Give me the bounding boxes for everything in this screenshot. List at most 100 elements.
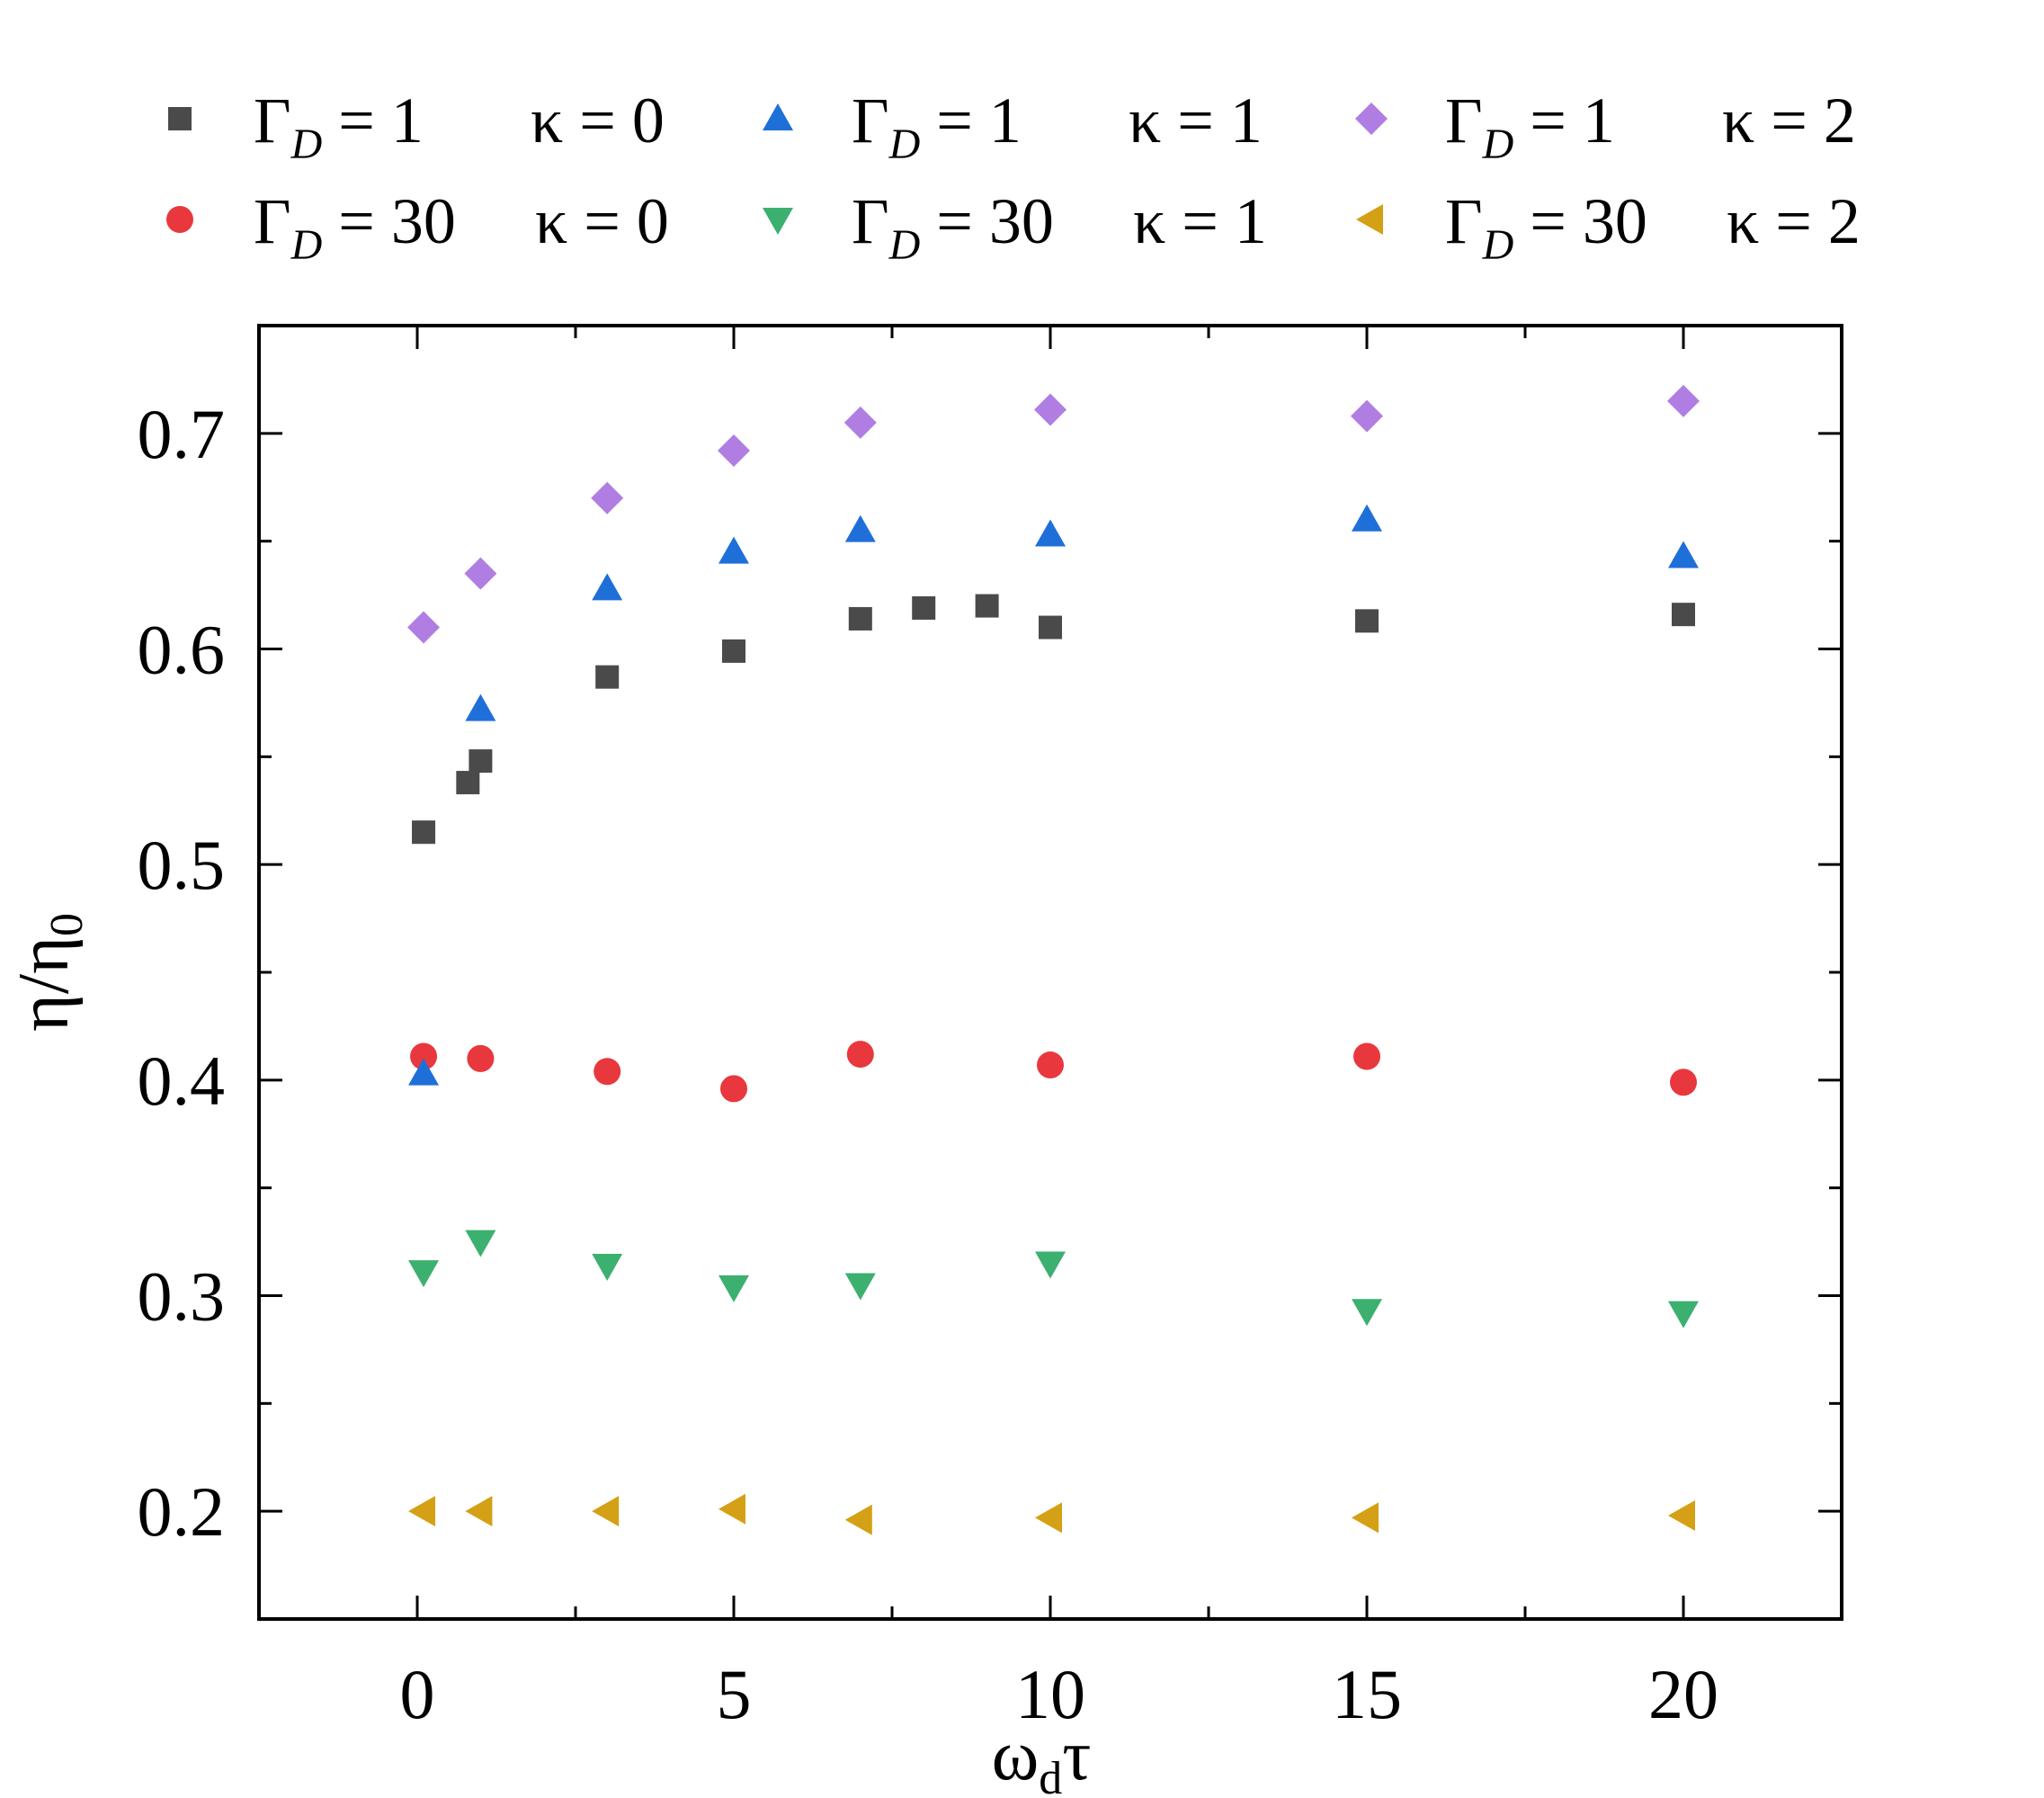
data-point [408, 1058, 440, 1086]
data-point [1035, 1502, 1062, 1534]
legend-marker [168, 107, 192, 130]
data-point [844, 1504, 872, 1535]
data-point [975, 594, 999, 618]
legend-marker [166, 206, 193, 233]
series-5 [408, 1493, 1695, 1535]
data-point [719, 1493, 745, 1525]
data-point [1668, 1499, 1695, 1531]
plot-area [257, 324, 1843, 1621]
x-tick-label: 20 [1648, 1655, 1718, 1733]
data-point [1353, 1042, 1380, 1070]
data-point [1352, 504, 1382, 532]
data-point [465, 693, 496, 721]
series-1 [410, 1041, 1697, 1103]
data-point [592, 1496, 620, 1527]
legend-item: ΓD = 30 κ = 0 [166, 185, 669, 269]
data-point [408, 1496, 436, 1527]
data-point [1668, 1301, 1699, 1328]
data-point [465, 1496, 493, 1527]
legend-item: ΓD = 30 κ = 1 [763, 185, 1267, 269]
data-point [848, 606, 872, 631]
data-point [594, 1058, 621, 1086]
data-point [844, 514, 876, 542]
data-point [1672, 603, 1695, 627]
series-0 [412, 594, 1695, 845]
data-point [412, 820, 436, 845]
data-point [1352, 1502, 1379, 1534]
legend-kappa: κ = 1 [1133, 185, 1267, 257]
legend-label: ΓD = 30 [254, 185, 456, 269]
y-tick-label: 0.3 [138, 1257, 226, 1336]
x-axis: 0 5 10 15 20 [400, 326, 1718, 1733]
data-point [912, 595, 936, 620]
y-tick-label: 0.6 [138, 611, 226, 689]
data-point [720, 1075, 747, 1103]
legend-label: ΓD = 1 [1445, 85, 1615, 168]
data-point [469, 749, 493, 774]
data-point [467, 1044, 495, 1072]
data-point [410, 1042, 438, 1070]
x-tick-label: 15 [1332, 1655, 1402, 1733]
legend-item: ΓD = 1 κ = 1 [763, 85, 1263, 168]
data-point [1670, 1069, 1697, 1096]
data-point [1667, 384, 1700, 417]
series-2 [408, 504, 1699, 1086]
legend-label: ΓD = 1 [852, 85, 1022, 168]
legend-marker [763, 208, 793, 235]
legend-item: ΓD = 1 κ = 0 [168, 85, 665, 168]
data-point [464, 557, 497, 590]
y-tick-label: 0.4 [138, 1042, 226, 1120]
legend-kappa: κ = 0 [535, 185, 669, 257]
data-point [1035, 519, 1066, 547]
x-tick-label: 10 [1015, 1655, 1085, 1733]
data-point [1035, 1251, 1066, 1279]
data-point [408, 1260, 440, 1288]
series-4 [407, 384, 1700, 644]
data-point [595, 665, 620, 689]
data-point [1351, 399, 1383, 433]
legend-kappa: κ = 2 [1727, 185, 1861, 257]
data-point [846, 1041, 874, 1069]
y-axis-label: η/η0 [4, 913, 93, 1032]
y-tick-label: 0.5 [138, 826, 226, 904]
legend-item: ΓD = 1 κ = 2 [1355, 85, 1856, 168]
data-point [1355, 609, 1379, 633]
x-tick-label: 5 [717, 1655, 752, 1733]
series-3 [408, 1230, 1699, 1328]
data-point [1034, 393, 1067, 426]
x-axis-label: ωdτ [992, 1716, 1092, 1798]
x-tick-label: 0 [400, 1655, 435, 1733]
legend-label: ΓD = 30 [1445, 185, 1647, 269]
legend-marker [1355, 103, 1388, 135]
data-point [1039, 615, 1062, 640]
axis-labels: ωdτ η/η0 [4, 913, 1091, 1798]
data-point [844, 1273, 876, 1301]
data-point [1668, 541, 1699, 568]
data-point [719, 1275, 749, 1302]
data-point [591, 481, 624, 514]
legend-kappa: κ = 0 [531, 85, 665, 157]
legend-label: ΓD = 1 [254, 85, 424, 168]
data-point [722, 639, 745, 663]
y-axis: 0.2 0.3 0.4 0.5 0.6 0.7 [138, 395, 1842, 1551]
legend-marker [1356, 204, 1383, 235]
data-point [407, 611, 441, 644]
data-point [719, 536, 749, 564]
legend-label: ΓD = 30 [852, 185, 1054, 269]
y-tick-label: 0.2 [138, 1472, 226, 1551]
data-point [592, 1253, 623, 1281]
legend-item: ΓD = 30 κ = 2 [1356, 185, 1861, 269]
data-point [592, 573, 623, 601]
data-point [843, 406, 877, 439]
legend-kappa: κ = 2 [1722, 85, 1856, 157]
legend-kappa: κ = 1 [1129, 85, 1263, 157]
data-point [1037, 1051, 1064, 1079]
data-point [456, 771, 480, 795]
y-tick-label: 0.7 [138, 395, 226, 473]
data-point [465, 1230, 496, 1257]
legend-marker [763, 103, 793, 130]
data-point [718, 434, 750, 468]
data-point [1352, 1299, 1382, 1327]
